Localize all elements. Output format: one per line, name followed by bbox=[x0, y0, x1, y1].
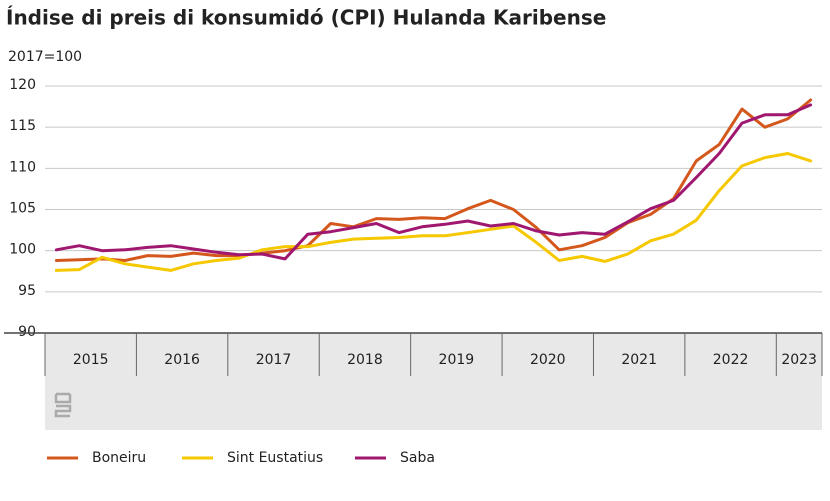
x-tick-label: 2016 bbox=[164, 352, 200, 368]
series-line bbox=[54, 98, 813, 262]
y-tick-label: 120 bbox=[9, 77, 36, 93]
x-tick-label: 2019 bbox=[439, 352, 475, 368]
y-tick-label: 100 bbox=[9, 242, 36, 258]
chart-title: Índise di preis di konsumidó (CPI) Hulan… bbox=[6, 6, 606, 30]
logo bbox=[54, 392, 72, 418]
x-tick-label: 2017 bbox=[256, 352, 292, 368]
y-tick-label: 90 bbox=[18, 324, 36, 340]
x-tick-label: 2021 bbox=[621, 352, 657, 368]
y-tick-label: 95 bbox=[18, 283, 36, 299]
legend-label: Boneiru bbox=[92, 450, 146, 466]
series-line bbox=[54, 152, 813, 272]
chart-subtitle: 2017=100 bbox=[8, 49, 82, 65]
y-tick-label: 115 bbox=[9, 118, 36, 134]
x-tick-label: 2022 bbox=[713, 352, 749, 368]
x-tick-label: 2015 bbox=[73, 352, 109, 368]
series-line bbox=[54, 103, 813, 261]
x-axis-band bbox=[45, 333, 822, 430]
x-tick-label: 2023 bbox=[781, 352, 817, 368]
y-tick-label: 105 bbox=[9, 201, 36, 217]
legend-label: Saba bbox=[400, 450, 435, 466]
y-tick-label: 110 bbox=[9, 159, 36, 175]
legend-label: Sint Eustatius bbox=[227, 450, 323, 466]
x-tick-label: 2020 bbox=[530, 352, 566, 368]
x-tick-label: 2018 bbox=[347, 352, 383, 368]
